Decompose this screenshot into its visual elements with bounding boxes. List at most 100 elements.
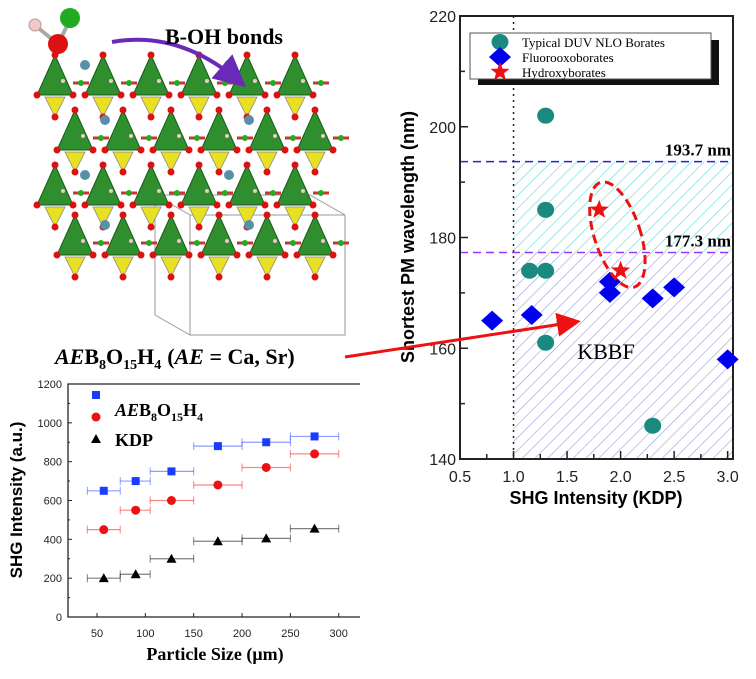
- reference-line-label: 193.7 nm: [665, 141, 731, 160]
- x-tick-label: 100: [136, 628, 154, 640]
- y-axis-label: Shortest PM wavelength (nm): [398, 111, 418, 363]
- hydrogen-atom: [61, 189, 65, 193]
- data-point-circle: [537, 107, 555, 124]
- highlight-ellipse: [588, 180, 647, 290]
- boron-atom: [194, 240, 200, 246]
- hydrogen-atom: [157, 79, 161, 83]
- data-point-triangle: [212, 536, 223, 546]
- oxygen-atom: [99, 161, 107, 169]
- oxygen-atom: [215, 211, 223, 219]
- triangle: [44, 206, 66, 228]
- oxygen-atom: [309, 201, 317, 209]
- x-axis-label: SHG Intensity (KDP): [509, 488, 682, 508]
- triangle: [92, 96, 114, 118]
- y-tick-label: 400: [44, 534, 62, 546]
- y-tick-label: 1200: [38, 379, 62, 391]
- x-tick-label: 3.0: [717, 469, 739, 486]
- oxygen-atom: [273, 91, 281, 99]
- data-point-square: [167, 467, 176, 476]
- data-point-circle: [537, 201, 555, 218]
- data-point-circle: [537, 262, 555, 279]
- oxygen-atom: [243, 51, 251, 59]
- tetrahedron: [276, 163, 314, 206]
- oxygen-atom: [167, 106, 175, 114]
- hydrogen-atom: [301, 79, 305, 83]
- tetrahedron: [248, 213, 286, 256]
- data-point-circle: [521, 262, 539, 279]
- oxygen-atom: [71, 273, 79, 281]
- oxygen-atom: [177, 91, 185, 99]
- data-point-diamond: [716, 349, 739, 370]
- y-tick-label: 180: [429, 231, 456, 248]
- bond-label: B-OH bonds: [165, 24, 283, 49]
- oxygen-atom: [195, 113, 203, 121]
- boron-atom: [222, 190, 228, 196]
- oxygen-atom: [147, 161, 155, 169]
- hydrogen-atom: [177, 134, 181, 138]
- oxygen-atom: [165, 91, 173, 99]
- tetrahedron: [84, 163, 122, 206]
- y-tick-label: 160: [429, 341, 456, 358]
- oxygen-atom: [71, 168, 79, 176]
- data-point-diamond: [481, 310, 504, 331]
- pm-wavelength-vs-shg-chart: 193.7 nm 177.3 nm 140 160 180 200 220 0.5 1.0 1.5…: [398, 9, 739, 508]
- y-tick-label: 200: [429, 120, 456, 137]
- oxygen-atom: [33, 201, 41, 209]
- oxygen-atom: [225, 91, 233, 99]
- y-tick-label: 220: [429, 9, 456, 26]
- oxygen-atom: [117, 91, 125, 99]
- triangle: [64, 256, 86, 278]
- ae-atom: [80, 60, 90, 70]
- boron-atom: [98, 240, 104, 246]
- tetrahedron: [248, 108, 286, 151]
- oxygen-atom: [329, 251, 337, 259]
- bond-arrow: [111, 37, 247, 88]
- oxygen-atom: [311, 168, 319, 176]
- oxygen-atom: [291, 223, 299, 231]
- data-point-square: [262, 438, 271, 447]
- oxygen-atom: [101, 251, 109, 259]
- oxygen-atom: [81, 91, 89, 99]
- ae-atom: [224, 170, 234, 180]
- hydrogen-atom: [273, 239, 277, 243]
- tetrahedron: [200, 108, 238, 151]
- oxygen-atom: [291, 51, 299, 59]
- hydrogen-atom: [253, 79, 257, 83]
- oxygen-atom: [51, 161, 59, 169]
- oxygen-atom: [215, 168, 223, 176]
- pointer-arrow: [344, 312, 581, 359]
- oxygen-atom: [291, 161, 299, 169]
- oxygen-atom: [263, 106, 271, 114]
- oxygen-atom: [101, 146, 109, 154]
- hydrogen-atom: [321, 134, 325, 138]
- ae-atom: [100, 115, 110, 125]
- oh-molecule-icon: [28, 8, 80, 54]
- legend-marker-circle: [491, 34, 509, 50]
- oxygen-atom: [71, 106, 79, 114]
- boron-atom: [174, 190, 180, 196]
- oxygen-atom: [147, 51, 155, 59]
- hydrogen-atom: [205, 189, 209, 193]
- hydrogen-atom: [129, 239, 133, 243]
- boron-atom: [290, 135, 296, 141]
- oxygen-atom: [293, 251, 301, 259]
- legend-box: [469, 32, 712, 80]
- boron-atom: [126, 80, 132, 86]
- triangle: [140, 96, 162, 118]
- oxygen-atom: [51, 223, 59, 231]
- boron-atom: [146, 135, 152, 141]
- triangle: [188, 96, 210, 118]
- x-tick-label: 300: [330, 628, 348, 640]
- tetrahedron: [296, 213, 334, 256]
- triangle: [208, 151, 230, 173]
- data-point-triangle: [309, 523, 320, 533]
- oxygen-atom: [71, 211, 79, 219]
- hydrogen-atom: [225, 239, 229, 243]
- triangle: [160, 256, 182, 278]
- oxygen-atom: [51, 113, 59, 121]
- oxygen-atom: [129, 201, 137, 209]
- ae-atom: [80, 170, 90, 180]
- x-tick-label: 250: [281, 628, 299, 640]
- triangle: [284, 96, 306, 118]
